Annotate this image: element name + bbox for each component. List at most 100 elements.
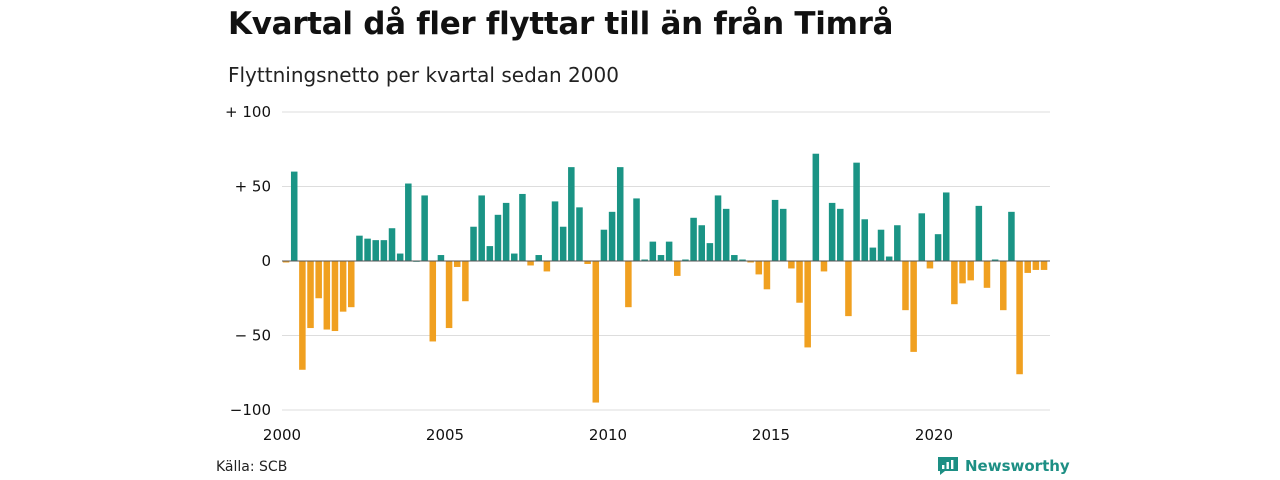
bar bbox=[364, 238, 371, 261]
bar bbox=[616, 167, 624, 261]
bar bbox=[1008, 211, 1015, 261]
bar bbox=[991, 259, 999, 261]
bar bbox=[918, 213, 926, 261]
bar bbox=[486, 246, 494, 261]
bar bbox=[951, 261, 958, 305]
bar bbox=[543, 261, 551, 272]
bar bbox=[519, 193, 526, 261]
bar bbox=[625, 261, 632, 308]
bar bbox=[674, 261, 681, 276]
bar bbox=[788, 261, 795, 269]
bar bbox=[837, 208, 844, 261]
chart-title: Kvartal då fler flyttar till än från Tim… bbox=[228, 6, 894, 42]
x-tick-label: 2020 bbox=[915, 426, 953, 444]
chart-subtitle: Flyttningsnetto per kvartal sedan 2000 bbox=[228, 63, 619, 87]
bar bbox=[698, 225, 705, 261]
y-axis-labels: + 100 + 50 0 − 50 −100 bbox=[225, 103, 271, 419]
bar bbox=[462, 261, 469, 302]
bar bbox=[1016, 261, 1023, 375]
bar bbox=[910, 261, 917, 352]
bar bbox=[405, 183, 412, 261]
bars bbox=[282, 153, 1048, 403]
bar bbox=[608, 211, 616, 261]
bar bbox=[722, 208, 730, 261]
bar bbox=[323, 261, 331, 330]
bar bbox=[421, 195, 428, 261]
y-tick-label: − 50 bbox=[235, 327, 271, 345]
bar bbox=[576, 207, 583, 261]
bar bbox=[559, 226, 567, 261]
grid-lines bbox=[282, 111, 1050, 411]
bar bbox=[820, 261, 828, 272]
bar bbox=[747, 261, 754, 263]
source-note: Källa: SCB bbox=[216, 459, 288, 475]
bar bbox=[934, 234, 942, 261]
bar bbox=[763, 261, 771, 290]
bar bbox=[845, 261, 852, 317]
bar bbox=[1024, 261, 1031, 273]
bar bbox=[967, 261, 974, 281]
bar bbox=[437, 255, 445, 261]
bar bbox=[568, 167, 575, 261]
bar bbox=[396, 253, 404, 261]
x-tick-label: 2015 bbox=[752, 426, 790, 444]
bar bbox=[894, 225, 901, 261]
bar bbox=[959, 261, 966, 284]
bar bbox=[942, 192, 950, 261]
y-tick-label: + 50 bbox=[235, 178, 271, 196]
bar bbox=[682, 259, 689, 261]
bar bbox=[380, 240, 388, 261]
y-tick-label: −100 bbox=[230, 401, 271, 419]
bar bbox=[453, 261, 461, 267]
bar bbox=[779, 208, 787, 261]
bar bbox=[511, 253, 518, 261]
bar bbox=[739, 259, 746, 261]
x-tick-label: 2000 bbox=[263, 426, 301, 444]
bar bbox=[812, 153, 820, 261]
bar bbox=[1000, 261, 1007, 311]
bar bbox=[665, 241, 673, 261]
bar bbox=[714, 195, 722, 261]
x-tick-label: 2010 bbox=[589, 426, 627, 444]
bar bbox=[771, 199, 779, 261]
bar bbox=[445, 261, 453, 329]
bar bbox=[592, 261, 600, 403]
bar bbox=[494, 214, 502, 261]
bar bbox=[299, 261, 306, 370]
bar bbox=[869, 247, 877, 261]
bar bbox=[315, 261, 322, 299]
y-tick-label: + 100 bbox=[225, 103, 271, 121]
bar bbox=[584, 261, 591, 264]
bar bbox=[861, 219, 868, 261]
bar bbox=[902, 261, 909, 311]
bar bbox=[372, 240, 379, 261]
bar bbox=[282, 261, 290, 263]
bar bbox=[290, 171, 298, 261]
bar bbox=[731, 255, 738, 261]
newsworthy-icon bbox=[938, 457, 958, 475]
bar bbox=[755, 261, 763, 275]
bar bbox=[527, 261, 534, 266]
bar bbox=[1032, 261, 1040, 270]
bar bbox=[828, 202, 836, 261]
brand-name: Newsworthy bbox=[965, 457, 1070, 475]
bar bbox=[649, 241, 657, 261]
bar bbox=[975, 205, 983, 261]
bar bbox=[885, 256, 893, 261]
bar bbox=[388, 228, 396, 261]
bar bbox=[600, 229, 608, 261]
bar bbox=[657, 255, 665, 261]
bar bbox=[307, 261, 314, 329]
bar bbox=[470, 226, 477, 261]
bar bbox=[926, 261, 934, 269]
bar bbox=[502, 202, 510, 261]
bar bbox=[429, 261, 437, 342]
bar bbox=[535, 255, 542, 261]
bar bbox=[853, 162, 860, 261]
newsworthy-logo[interactable]: Newsworthy bbox=[937, 456, 1070, 476]
bar bbox=[690, 217, 697, 261]
bar bbox=[877, 229, 885, 261]
bar bbox=[641, 259, 648, 261]
bar bbox=[356, 235, 363, 261]
